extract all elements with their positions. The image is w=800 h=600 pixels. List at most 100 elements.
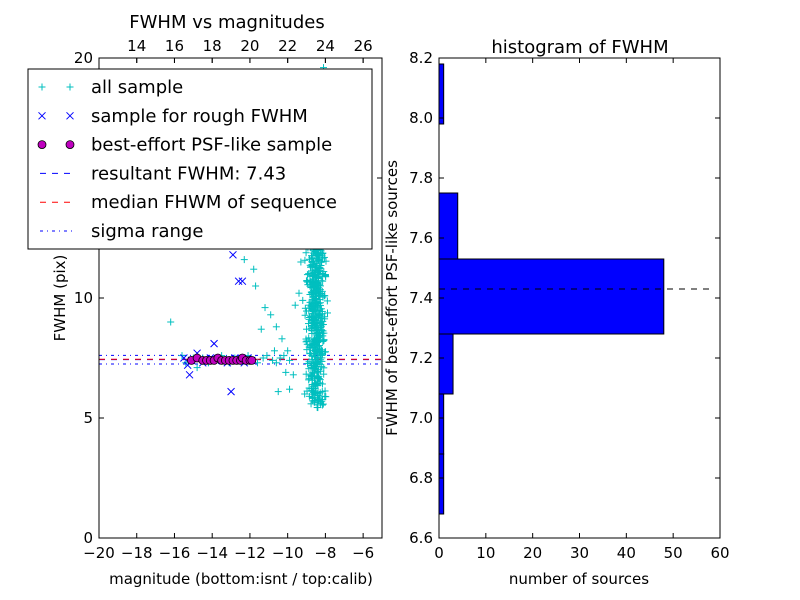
x-tick-label: −8 xyxy=(314,544,336,562)
cluster-point-385 xyxy=(301,304,309,312)
cluster-point-564 xyxy=(317,399,325,407)
cluster-point-592 xyxy=(318,287,326,295)
hist-y-tick-label: 7.6 xyxy=(409,229,433,247)
cluster-point-436 xyxy=(323,297,331,305)
cluster-point-517 xyxy=(314,255,322,263)
cluster-point-417 xyxy=(313,264,321,272)
cluster-point-573 xyxy=(308,290,316,298)
x-tick-label: −20 xyxy=(83,544,115,562)
x-tick-label: −10 xyxy=(272,544,304,562)
cluster-point-591 xyxy=(311,379,319,387)
legend-marker-a xyxy=(37,140,47,150)
cluster-point-337 xyxy=(320,336,328,344)
cluster-point-531 xyxy=(316,389,324,397)
point-s0-29 xyxy=(286,385,294,393)
point-s1-2 xyxy=(185,370,194,379)
hist-x-tick-label: 60 xyxy=(710,544,729,562)
point-s0-25 xyxy=(267,311,275,319)
cluster-point-594 xyxy=(312,280,320,288)
cluster-point-572 xyxy=(312,341,320,349)
histogram-y-axis-label: FWHM of best-effort PSF-like sources xyxy=(383,160,401,436)
point-s1-18 xyxy=(229,250,237,259)
cluster-point-562 xyxy=(314,313,322,321)
x-tick-label: −18 xyxy=(121,544,153,562)
cluster-point-352 xyxy=(314,337,322,345)
cluster-point-368 xyxy=(317,305,325,313)
cluster-point-597 xyxy=(318,329,326,337)
cluster-point-541 xyxy=(312,274,320,282)
cluster-point-416 xyxy=(302,277,310,285)
point-s1-19-b xyxy=(234,277,243,286)
cluster-point-230 xyxy=(301,311,309,319)
cluster-point-431 xyxy=(311,353,319,361)
cluster-point-549 xyxy=(307,362,315,370)
x-tick-label: −12 xyxy=(234,544,266,562)
cluster-point-314 xyxy=(302,370,310,378)
cluster-point-596 xyxy=(314,328,322,336)
point-s2-16 xyxy=(247,355,257,365)
y-tick-label: 10 xyxy=(74,289,93,307)
cluster-point-578 xyxy=(317,346,325,354)
cluster-point-452 xyxy=(306,349,314,357)
cluster-point-325 xyxy=(320,370,328,378)
cluster-point-430 xyxy=(301,256,309,264)
cluster-point-401 xyxy=(304,278,312,286)
scatter-x-axis-label: magnitude (bottom:isnt / top:calib) xyxy=(109,570,373,588)
top-tick-label: 20 xyxy=(240,37,259,55)
legend-entry-1: sample for rough FWHM xyxy=(38,106,308,127)
cluster-point-542 xyxy=(322,393,330,401)
scatter-y-axis-label: FWHM (pix) xyxy=(51,255,69,342)
point-s2-16-dot xyxy=(247,355,257,365)
point-s0-4 xyxy=(193,364,201,372)
legend-marker-b-dot xyxy=(65,140,75,150)
cluster-point-558 xyxy=(318,354,326,362)
series-2 xyxy=(187,353,257,365)
point-s0-16 xyxy=(263,352,271,360)
cluster-point-273 xyxy=(314,404,322,412)
cluster-point-503 xyxy=(313,363,321,371)
hist-y-tick-label: 7.4 xyxy=(409,289,433,307)
legend-label: median FHWM of sequence xyxy=(91,192,337,213)
y-tick-label: 0 xyxy=(83,529,93,547)
cluster-point-587 xyxy=(308,387,316,395)
cluster-point-567 xyxy=(312,312,320,320)
histogram-bar-4 xyxy=(438,192,459,260)
scatter-title: FWHM vs magnitudes xyxy=(129,12,324,33)
cluster-point-499 xyxy=(307,342,315,350)
hist-x-tick-label: 40 xyxy=(617,544,636,562)
cluster-point-574 xyxy=(311,319,319,327)
histogram-bar-6 xyxy=(438,63,445,125)
hist-y-tick-label: 7.2 xyxy=(409,349,433,367)
histogram-bar-1 xyxy=(438,393,445,455)
point-s0-27 xyxy=(278,335,286,343)
cluster-point-548 xyxy=(309,287,317,295)
cluster-point-32 xyxy=(302,249,310,257)
legend-marker-b xyxy=(65,140,75,150)
legend: all sample sample for rough FWHM best-effo… xyxy=(27,68,373,250)
cluster-point-433 xyxy=(305,375,313,383)
cluster-point-563 xyxy=(306,282,314,290)
legend-marker-a xyxy=(38,83,46,91)
point-s0-22 xyxy=(250,265,258,273)
cluster-point-588 xyxy=(314,357,322,365)
point-s0-33 xyxy=(291,301,299,309)
legend-entry-3: resultant FWHM: 7.43 xyxy=(40,163,286,184)
cluster-point-560 xyxy=(315,284,323,292)
hist-y-tick-label: 7.0 xyxy=(409,409,433,427)
top-tick-label: 14 xyxy=(127,37,146,55)
cluster-point-525 xyxy=(308,258,316,266)
cluster-point-414 xyxy=(310,388,318,396)
legend-entry-2: best-effort PSF-like sample xyxy=(37,135,332,156)
legend-marker-a-b xyxy=(38,111,46,120)
hist-x-tick-label: 0 xyxy=(434,544,444,562)
cluster-point-516 xyxy=(306,298,314,306)
cluster-point-421 xyxy=(318,252,326,260)
legend-entry-4: median FHWM of sequence xyxy=(40,192,337,213)
top-tick-label: 26 xyxy=(354,37,373,55)
cluster-point-156 xyxy=(307,400,315,408)
legend-marker-a xyxy=(38,111,46,120)
point-s0-31 xyxy=(295,289,303,297)
histogram-x-axis-label: number of sources xyxy=(509,570,649,588)
point-s0-42 xyxy=(257,325,265,333)
